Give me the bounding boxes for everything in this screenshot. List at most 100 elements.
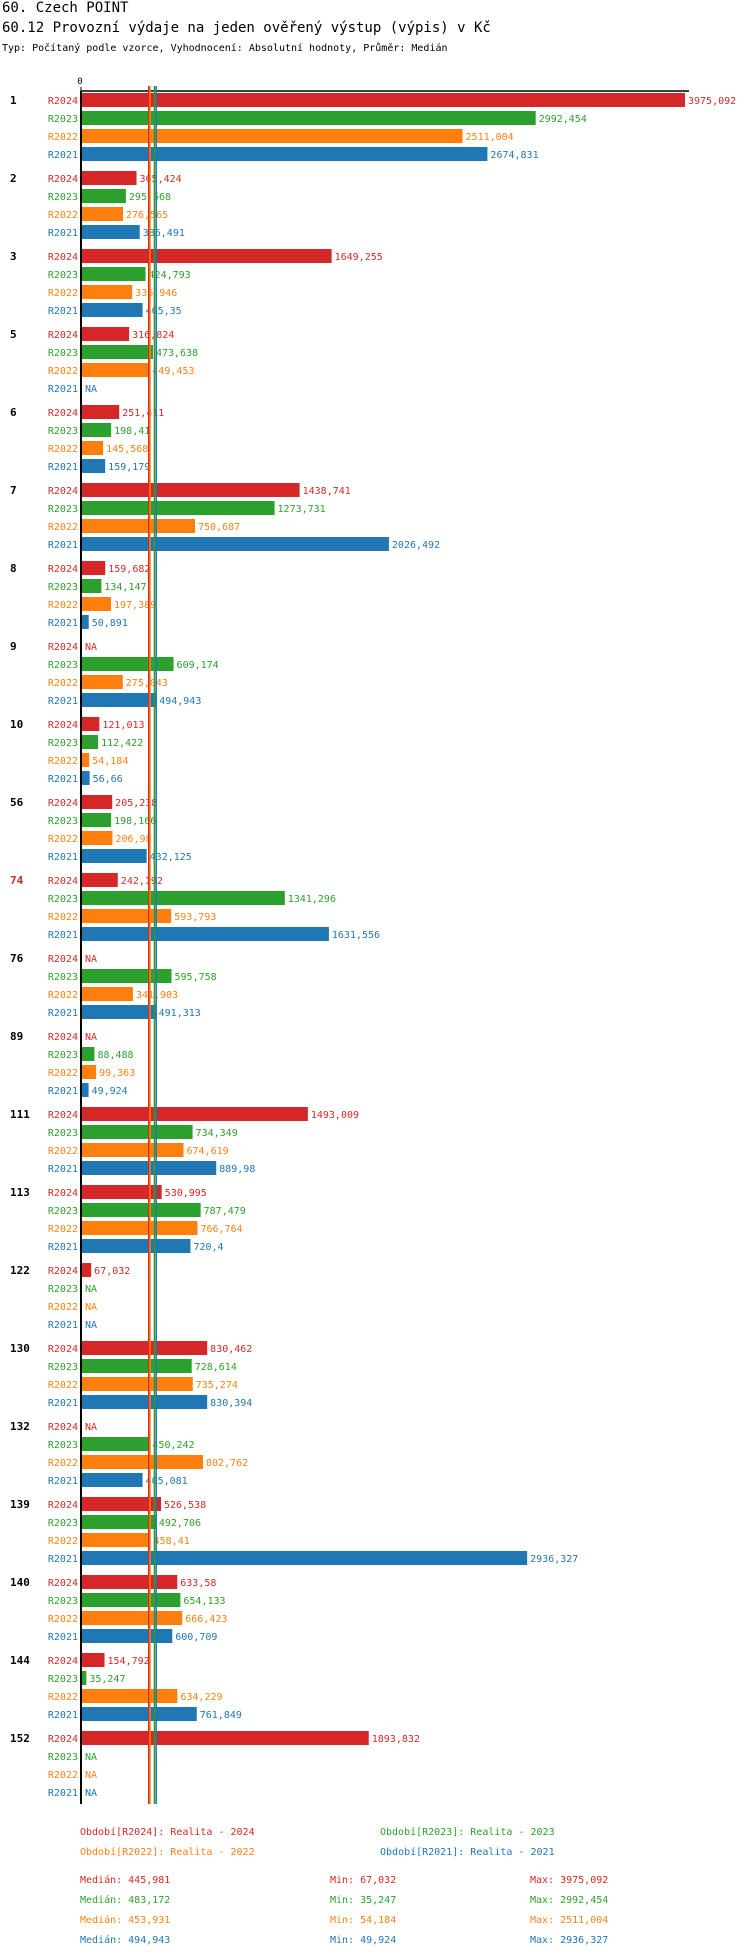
data-label: NA: [85, 384, 97, 395]
bar: [81, 693, 157, 707]
bar: [81, 1497, 162, 1511]
group-label: 10: [10, 718, 23, 731]
data-label: 450,242: [152, 1440, 194, 1451]
bar: [81, 1377, 193, 1391]
data-label: 526,538: [164, 1500, 206, 1511]
group-label: 74: [10, 874, 24, 887]
bar: [81, 1671, 87, 1685]
group-label: 1: [10, 94, 17, 107]
bar: [81, 189, 126, 203]
bar: [81, 441, 104, 455]
data-label: 766,764: [201, 1224, 243, 1235]
bar: [81, 597, 111, 611]
bar: [81, 909, 172, 923]
series-label: R2024: [48, 564, 78, 575]
bar: [81, 1473, 143, 1487]
data-label: 276,565: [126, 210, 168, 221]
bar: [81, 1203, 201, 1217]
series-label: R2022: [48, 1068, 78, 1079]
series-label: R2022: [48, 912, 78, 923]
data-label: 1649,255: [335, 252, 383, 263]
series-label: R2023: [48, 1362, 78, 1373]
series-label: R2022: [48, 444, 78, 455]
series-label: R2022: [48, 1536, 78, 1547]
series-label: R2021: [48, 306, 78, 317]
data-label: NA: [85, 642, 97, 653]
bar: [81, 405, 120, 419]
data-label: 750,687: [198, 522, 240, 533]
data-label: 1273,731: [278, 504, 326, 515]
data-label: 473,638: [156, 348, 198, 359]
bar: [81, 327, 130, 341]
data-label: 386,491: [143, 228, 185, 239]
series-label: R2022: [48, 1458, 78, 1469]
series-label: R2022: [48, 834, 78, 845]
data-label: NA: [85, 1770, 97, 1781]
stat-max-r2022: Max: 2511,004: [530, 1915, 609, 1926]
bar: [81, 1107, 308, 1121]
bar: [81, 849, 147, 863]
data-label: 720,4: [193, 1242, 223, 1253]
stat-min-r2024: Min: 67,032: [330, 1875, 397, 1886]
data-label: 609,174: [177, 660, 219, 671]
data-label: NA: [85, 1320, 97, 1331]
data-label: 1438,741: [303, 486, 351, 497]
bar: [81, 285, 133, 299]
data-label: 154,792: [108, 1656, 150, 1667]
series-label: R2023: [48, 894, 78, 905]
bar: [81, 1533, 151, 1547]
series-label: R2021: [48, 852, 78, 863]
series-label: R2021: [48, 774, 78, 785]
stat-median-r2024: Medián: 445,981: [80, 1875, 171, 1886]
bar: [81, 1221, 198, 1235]
data-label: 198,41: [114, 426, 150, 437]
group-label: 76: [10, 952, 24, 965]
series-label: R2024: [48, 798, 78, 809]
series-label: R2022: [48, 1302, 78, 1313]
series-label: R2022: [48, 1614, 78, 1625]
bar: [81, 519, 196, 533]
series-label: R2024: [48, 876, 78, 887]
bar: [81, 363, 150, 377]
series-label: R2022: [48, 366, 78, 377]
data-label: NA: [85, 1302, 97, 1313]
series-label: R2023: [48, 270, 78, 281]
chart-subtitle: 60.12 Provozní výdaje na jeden ověřený v…: [2, 20, 491, 36]
series-label: R2023: [48, 1674, 78, 1685]
bar: [81, 771, 90, 785]
series-label: R2023: [48, 1440, 78, 1451]
data-label: NA: [85, 954, 97, 965]
data-label: NA: [85, 1284, 97, 1295]
data-label: 633,58: [180, 1578, 216, 1589]
stat-max-r2023: Max: 2992,454: [530, 1895, 609, 1906]
data-label: 654,133: [183, 1596, 225, 1607]
data-label: 134,147: [104, 582, 146, 593]
data-label: 251,411: [122, 408, 164, 419]
series-label: R2021: [48, 930, 78, 941]
data-label: 802,762: [206, 1458, 248, 1469]
data-label: 2026,492: [392, 540, 440, 551]
series-label: R2024: [48, 1656, 78, 1667]
data-label: 530,995: [165, 1188, 207, 1199]
series-label: R2023: [48, 972, 78, 983]
bar: [81, 717, 100, 731]
series-label: R2021: [48, 1554, 78, 1565]
bar: [81, 1047, 95, 1061]
series-label: R2021: [48, 150, 78, 161]
bar: [81, 753, 90, 767]
bar: [81, 249, 332, 263]
bar: [81, 207, 124, 221]
series-label: R2023: [48, 582, 78, 593]
data-label: NA: [85, 1422, 97, 1433]
series-label: R2024: [48, 720, 78, 731]
group-label: 8: [10, 562, 17, 575]
bar: [81, 561, 106, 575]
series-label: R2021: [48, 462, 78, 473]
bar: [81, 657, 174, 671]
series-label: R2023: [48, 1050, 78, 1061]
bar: [81, 969, 172, 983]
bar: [81, 129, 463, 143]
data-label: 341,903: [136, 990, 178, 1001]
group-label: 130: [10, 1342, 30, 1355]
series-label: R2021: [48, 618, 78, 629]
